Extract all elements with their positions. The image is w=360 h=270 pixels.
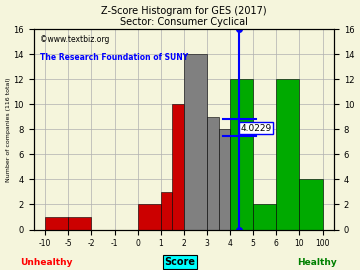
Text: 4.0229: 4.0229 [240, 124, 272, 133]
Title: Z-Score Histogram for GES (2017)
Sector: Consumer Cyclical: Z-Score Histogram for GES (2017) Sector:… [101, 6, 267, 27]
Bar [276, 79, 300, 230]
Bar [207, 117, 219, 230]
Bar [172, 104, 184, 230]
Text: ©www.textbiz.org: ©www.textbiz.org [40, 35, 109, 44]
Bar [68, 217, 91, 230]
Bar [161, 192, 172, 230]
Y-axis label: Number of companies (116 total): Number of companies (116 total) [5, 77, 10, 182]
Bar [253, 204, 276, 230]
Bar [219, 129, 230, 230]
Text: Score: Score [165, 257, 195, 267]
Bar [138, 204, 161, 230]
Bar [230, 79, 253, 230]
Bar [184, 54, 207, 230]
Text: The Research Foundation of SUNY: The Research Foundation of SUNY [40, 53, 188, 62]
Bar [300, 180, 323, 230]
Text: Healthy: Healthy [297, 258, 337, 267]
Bar [45, 217, 68, 230]
Text: Unhealthy: Unhealthy [21, 258, 73, 267]
